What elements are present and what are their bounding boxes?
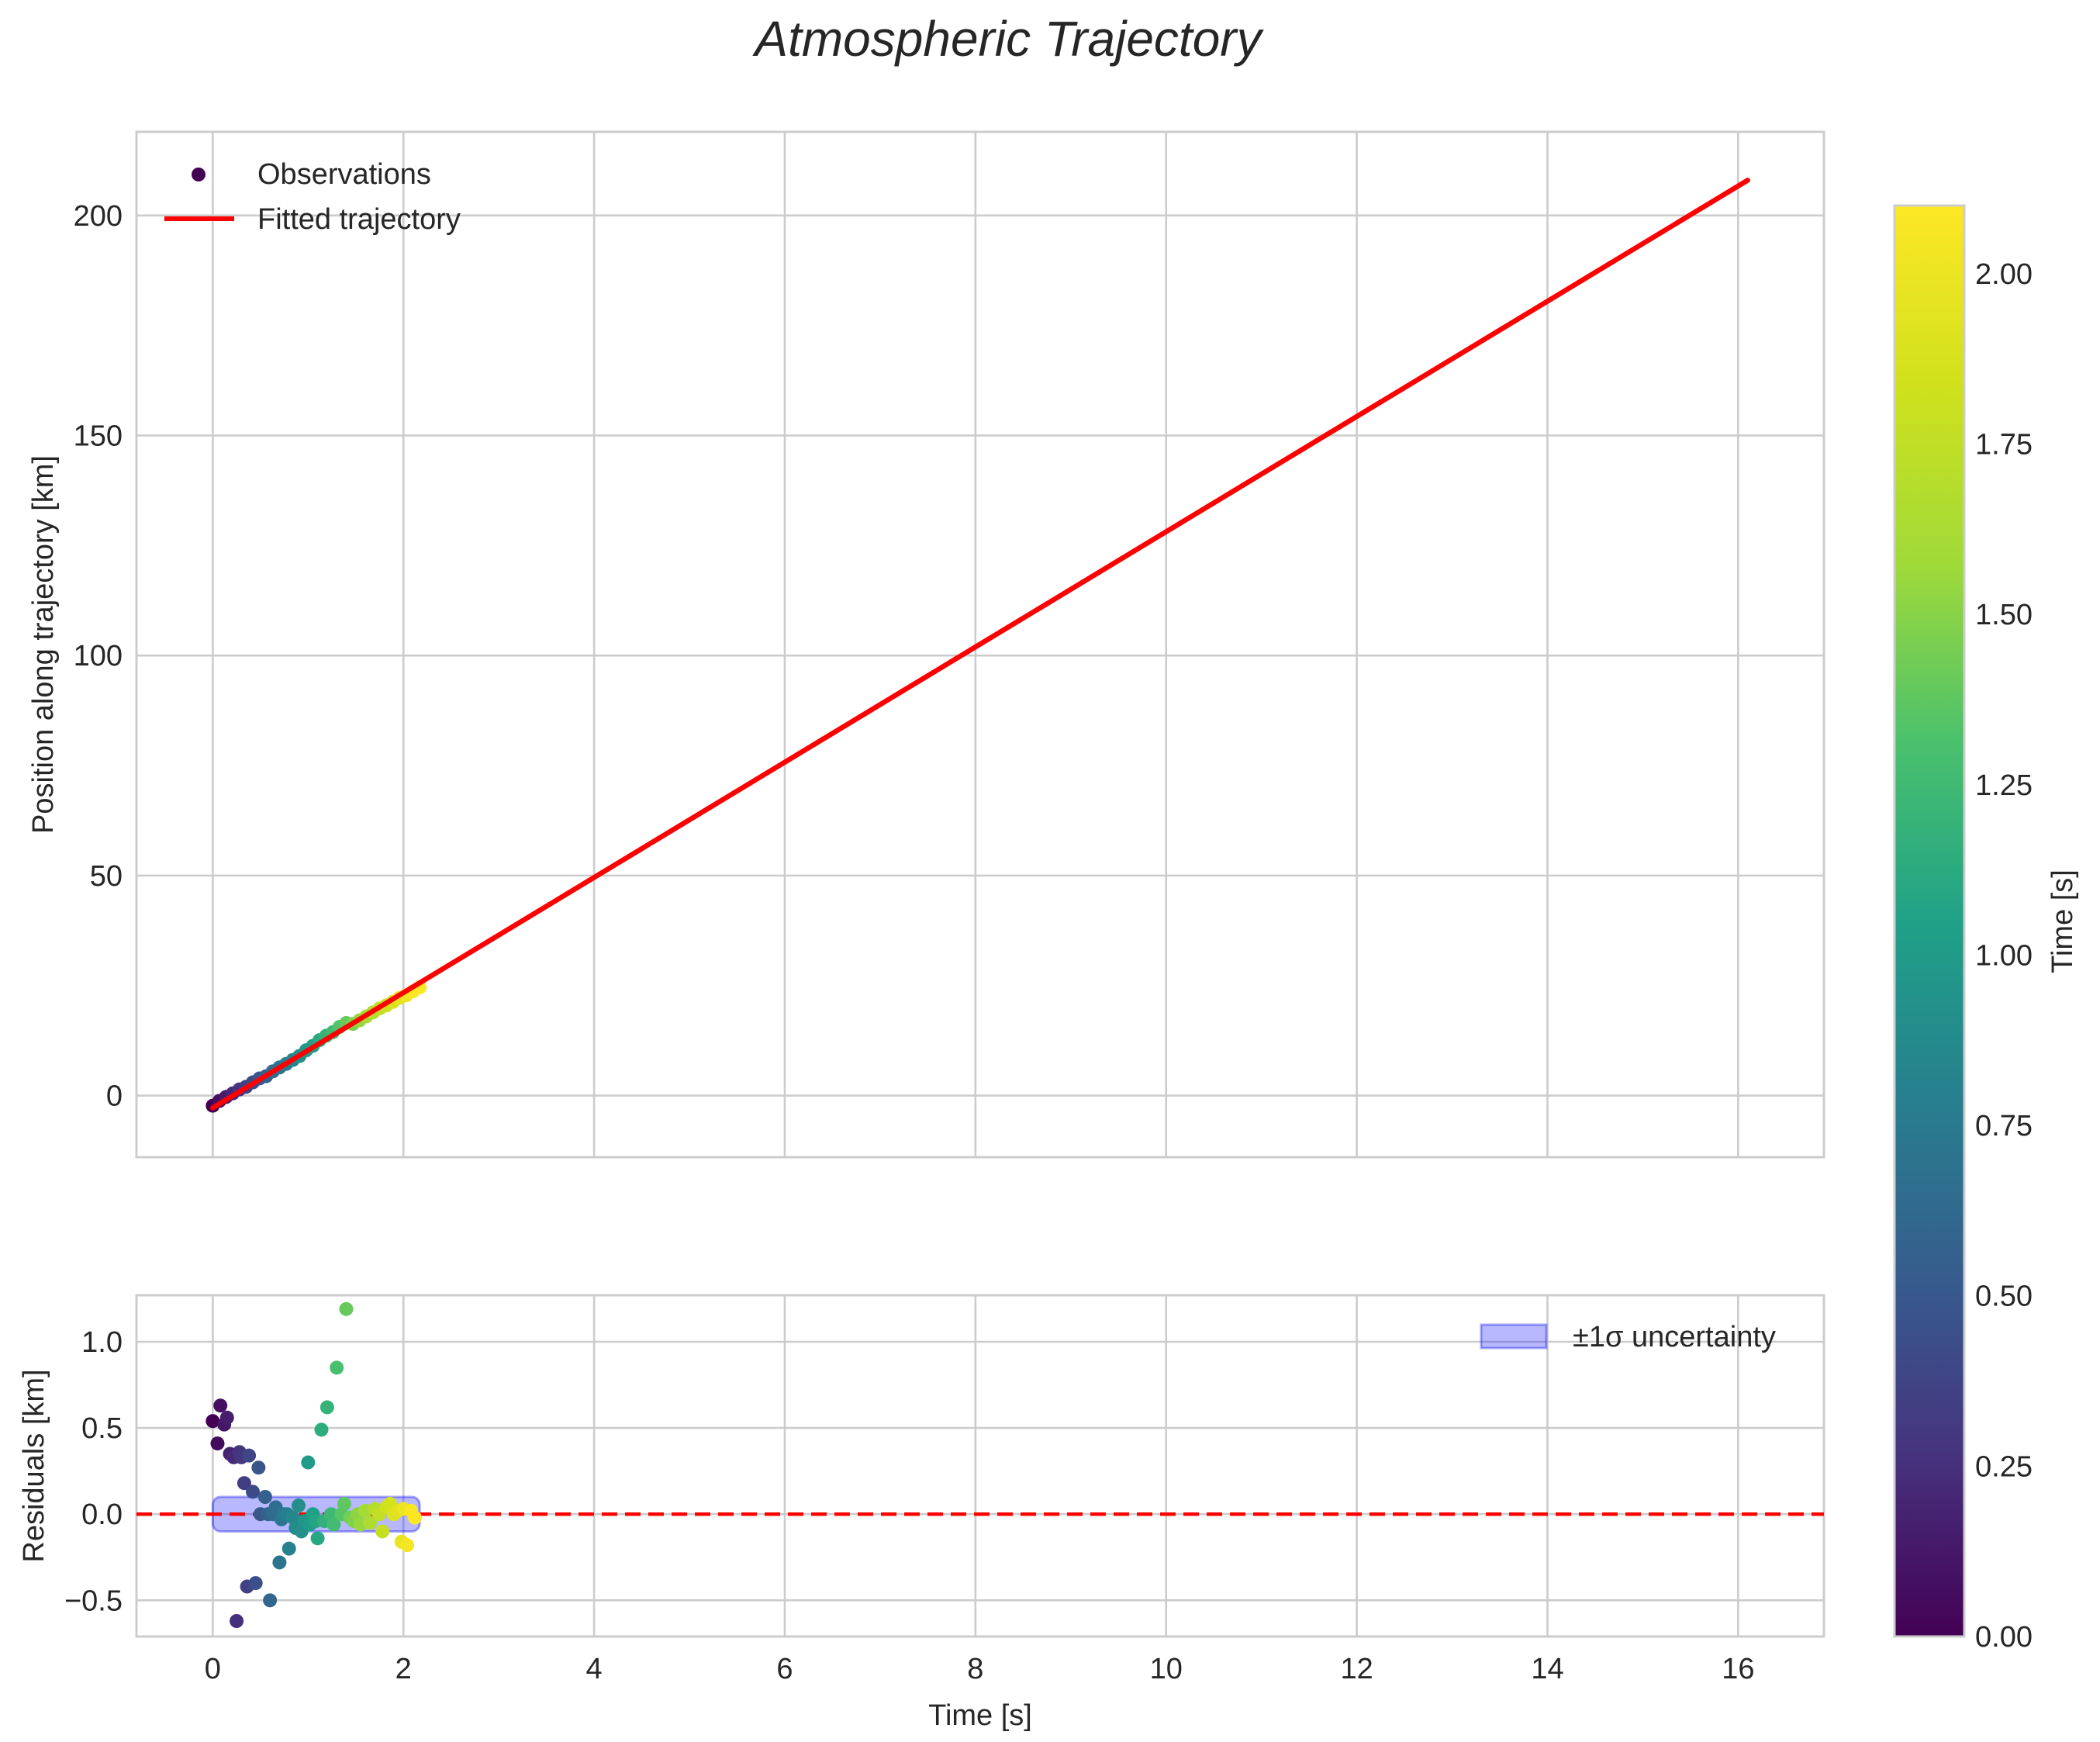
bottom-legend: ±1σ uncertainty (1480, 1321, 1776, 1353)
residual-point (210, 1436, 225, 1451)
residual-point (272, 1555, 287, 1570)
bottom-y-tick-label: 0.0 (81, 1498, 123, 1531)
residual-point (310, 1531, 325, 1546)
residual-point (291, 1498, 306, 1513)
x-axis-label: Time [s] (928, 1699, 1032, 1732)
legend-observations-label: Observations (257, 158, 431, 191)
top-y-tick-label: 100 (74, 640, 123, 672)
top-y-tick-label: 150 (74, 420, 123, 452)
colorbar-tick-label: 0.75 (1975, 1110, 2033, 1142)
x-tick-label: 8 (967, 1653, 983, 1685)
bottom-y-tick-label: 1.0 (81, 1326, 123, 1359)
residual-point (400, 1538, 415, 1553)
top-y-tick-label: 50 (90, 860, 123, 893)
colorbar-tick-label: 0.00 (1975, 1621, 2033, 1654)
bottom-y-axis-label: Residuals [km] (18, 1369, 50, 1562)
residual-point (301, 1455, 316, 1470)
colorbar-tick-label: 1.50 (1975, 599, 2033, 631)
bottom-plot-frame (135, 1294, 1825, 1638)
top-plot-frame (135, 130, 1825, 1159)
residual-point (245, 1485, 260, 1499)
x-tick-label: 6 (776, 1653, 793, 1685)
colorbar-gradient (1894, 206, 1964, 1637)
x-tick-label: 2 (395, 1653, 412, 1685)
residual-point (248, 1576, 263, 1591)
x-tick-label: 12 (1340, 1653, 1373, 1685)
top-y-tick-labels: 0 50 100 150 200 (74, 200, 123, 1113)
colorbar-tick-label: 0.25 (1975, 1450, 2033, 1483)
residual-point (339, 1301, 354, 1316)
colorbar-tick-labels: 0.00 0.25 0.50 0.75 1.00 1.25 1.50 1.75 2.00 (1975, 258, 2033, 1654)
residual-point (363, 1516, 378, 1530)
residual-point (251, 1460, 266, 1475)
residual-point (375, 1524, 390, 1539)
residual-point (407, 1510, 422, 1525)
colorbar-tick-label: 0.50 (1975, 1281, 2033, 1313)
top-y-tick-label: 0 (106, 1080, 123, 1113)
residual-point (257, 1490, 272, 1504)
residual-point (326, 1517, 341, 1532)
top-panel: 0 50 100 150 200 Position along trajectory [… (27, 130, 1825, 1159)
x-tick-label: 16 (1722, 1653, 1754, 1685)
residual-point (206, 1414, 220, 1429)
residual-point (330, 1360, 344, 1375)
residual-point (242, 1448, 257, 1463)
fitted-trajectory-line (210, 178, 1750, 1111)
colorbar-tick-label: 1.75 (1975, 429, 2033, 461)
x-tick-label: 0 (205, 1653, 221, 1685)
residual-point (337, 1496, 352, 1511)
top-legend: Observations Fitted trajectory (164, 158, 461, 236)
bottom-panel: −0.5 0.0 0.5 1.0 0 2 4 6 8 10 12 14 16 Residuals [k… (18, 1294, 1825, 1732)
top-y-tick-label: 200 (74, 200, 123, 233)
residual-points (206, 1301, 422, 1628)
residual-point (263, 1593, 278, 1608)
x-tick-label: 14 (1531, 1653, 1563, 1685)
x-tick-labels: 0 2 4 6 8 10 12 14 16 (205, 1653, 1755, 1685)
legend-band-label: ±1σ uncertainty (1573, 1321, 1776, 1353)
legend-band-swatch (1480, 1323, 1548, 1350)
x-tick-label: 4 (586, 1653, 603, 1685)
colorbar-tick-label: 1.00 (1975, 939, 2033, 972)
top-y-axis-label: Position along trajectory [km] (27, 455, 60, 834)
bottom-y-tick-labels: −0.5 0.0 0.5 1.0 (64, 1326, 123, 1617)
colorbar-tick-label: 1.25 (1975, 769, 2033, 802)
bottom-y-tick-label: −0.5 (64, 1585, 123, 1617)
residual-point (281, 1541, 296, 1556)
residual-point (319, 1400, 334, 1415)
bottom-grid (136, 1295, 1824, 1637)
legend-fitted-label: Fitted trajectory (257, 203, 461, 236)
chart-title: Atmospheric Trajectory (751, 11, 1264, 67)
residual-point (213, 1398, 228, 1413)
residual-point (219, 1410, 234, 1425)
bottom-y-tick-label: 0.5 (81, 1412, 123, 1445)
colorbar: 0.00 0.25 0.50 0.75 1.00 1.25 1.50 1.75 2.00 Tim… (1893, 204, 2079, 1654)
colorbar-tick-label: 2.00 (1975, 258, 2033, 291)
top-grid (136, 132, 1824, 1157)
colorbar-frame (1893, 204, 1966, 1638)
x-tick-label: 10 (1150, 1653, 1183, 1685)
legend-observations-marker (192, 168, 206, 181)
residual-point (314, 1422, 329, 1437)
colorbar-label: Time [s] (2046, 869, 2079, 973)
residual-point (237, 1476, 251, 1491)
residual-point (230, 1614, 244, 1628)
